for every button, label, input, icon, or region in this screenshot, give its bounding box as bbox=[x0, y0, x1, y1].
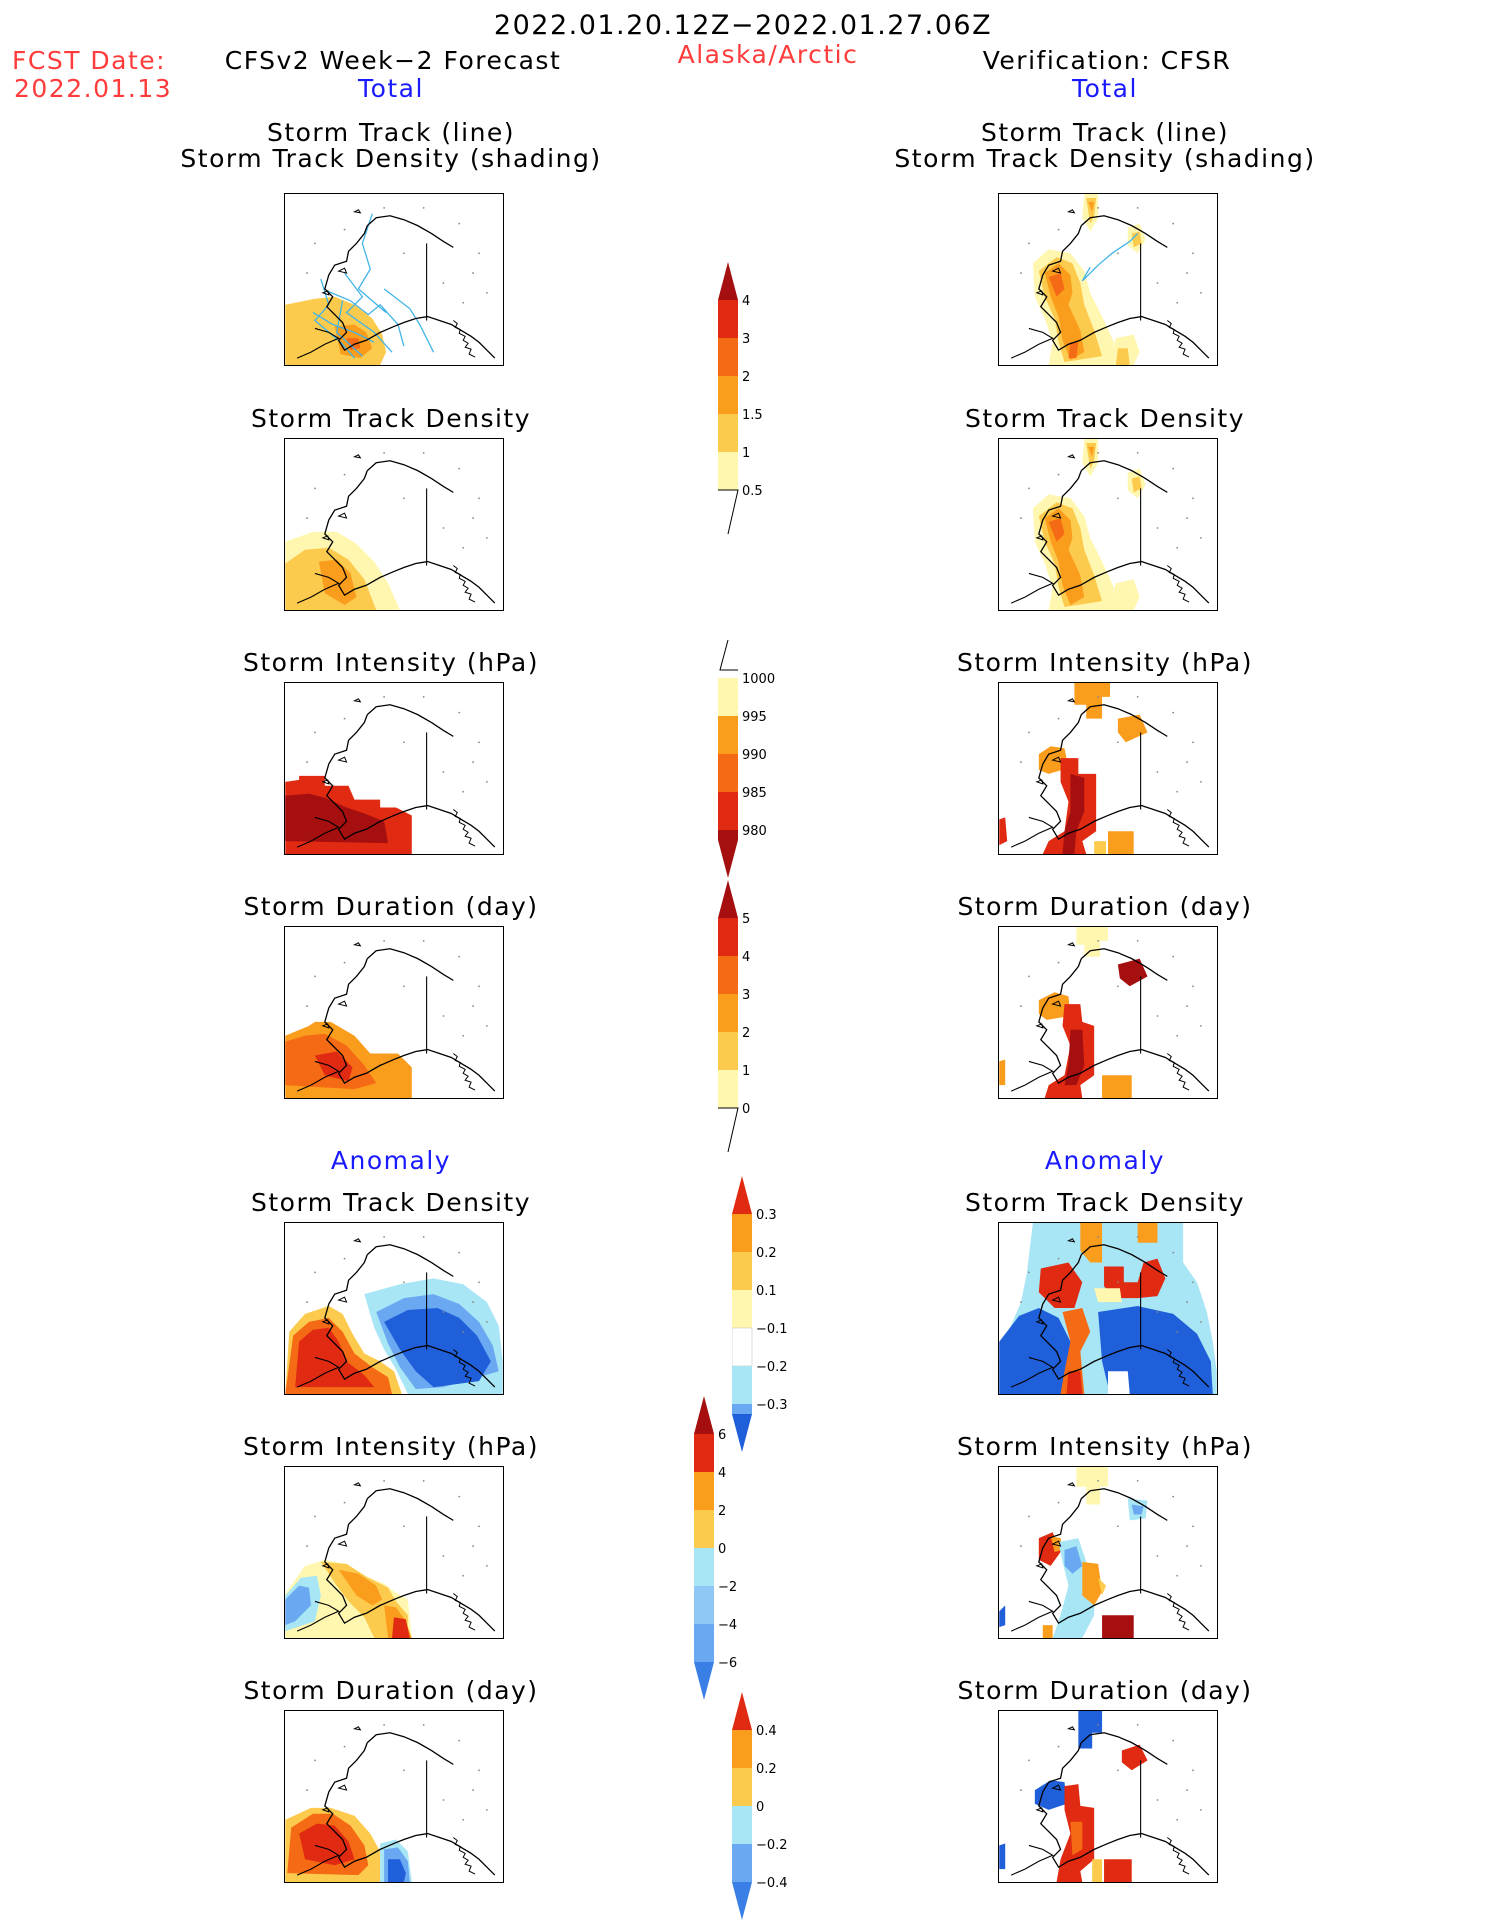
left-map-storm-track-line bbox=[284, 193, 504, 366]
left-panel1-title-shading: Storm Track Density (shading) bbox=[180, 144, 602, 173]
colorbar-duration-anomaly-tick: −0.4 bbox=[756, 1876, 788, 1891]
colorbar-intensity-anomaly: 6 4 2 0 −2 −4 −6 bbox=[694, 1396, 774, 1706]
density-anomaly-map-svg bbox=[999, 1223, 1217, 1394]
forecast-period-title: 2022.01.20.12Z−2022.01.27.06Z bbox=[493, 10, 993, 41]
colorbar-duration-tick: 2 bbox=[742, 1026, 750, 1041]
colorbar-duration-tick: 1 bbox=[742, 1064, 750, 1079]
colorbar-density-tick: 4 bbox=[742, 294, 750, 309]
left-panel2-title: Storm Track Density bbox=[250, 404, 532, 433]
intensity-map-svg bbox=[999, 683, 1210, 854]
duration-anomaly-map-svg bbox=[285, 1723, 496, 1882]
right-panel7-title: Storm Duration (day) bbox=[957, 1676, 1253, 1705]
right-panel2-title: Storm Track Density bbox=[964, 404, 1246, 433]
region-label: Alaska/Arctic bbox=[677, 40, 859, 69]
left-panel7-title: Storm Duration (day) bbox=[243, 1676, 539, 1705]
colorbar-intensity-anomaly-tick: −4 bbox=[718, 1618, 737, 1633]
colorbar-intensity-anomaly-tick: −6 bbox=[718, 1656, 737, 1671]
colorbar-density: 4 3 2 1.5 1 0.5 bbox=[718, 262, 798, 542]
fcst-date-label: FCST Date: bbox=[12, 46, 167, 75]
left-panel1-title-line: Storm Track (line) bbox=[266, 118, 516, 147]
right-panel6-title: Storm Intensity (hPa) bbox=[957, 1432, 1253, 1461]
colorbar-intensity-tick: 985 bbox=[742, 786, 767, 801]
right-panel1-title-line: Storm Track (line) bbox=[980, 118, 1230, 147]
colorbar-density-tick: 1.5 bbox=[742, 408, 763, 423]
duration-map-svg bbox=[285, 939, 496, 1098]
colorbar-duration-anomaly-tick: 0.4 bbox=[756, 1724, 777, 1739]
right-map-storm-track-line bbox=[998, 193, 1218, 366]
colorbar-intensity-tick: 995 bbox=[742, 710, 767, 725]
right-anomaly-label: Anomaly bbox=[1044, 1146, 1166, 1175]
density-anomaly-map-svg bbox=[285, 1235, 503, 1394]
left-column-title: CFSv2 Week−2 Forecast bbox=[224, 46, 562, 75]
right-total-label: Total bbox=[1072, 74, 1138, 103]
colorbar-intensity-tick: 990 bbox=[742, 748, 767, 763]
right-panel4-title: Storm Duration (day) bbox=[957, 892, 1253, 921]
colorbar-density-anomaly-tick: 0.3 bbox=[756, 1208, 777, 1223]
colorbar-duration-tick: 5 bbox=[742, 912, 750, 927]
colorbar-density-tick: 1 bbox=[742, 446, 750, 461]
density-map-svg bbox=[285, 451, 496, 610]
density-map-svg bbox=[1010, 439, 1210, 610]
colorbar-intensity-anomaly-tick: 2 bbox=[718, 1504, 726, 1519]
right-map-intensity-anomaly bbox=[998, 1466, 1218, 1639]
left-map-storm-duration bbox=[284, 926, 504, 1099]
intensity-anomaly-map-svg bbox=[285, 1479, 496, 1638]
left-panel5-title: Storm Track Density bbox=[250, 1188, 532, 1217]
right-map-duration-anomaly bbox=[998, 1710, 1218, 1883]
colorbar-duration-tick: 0 bbox=[742, 1102, 750, 1117]
left-panel4-title: Storm Duration (day) bbox=[243, 892, 539, 921]
storm-track-map-svg bbox=[1010, 194, 1210, 365]
right-panel1-title-shading: Storm Track Density (shading) bbox=[894, 144, 1316, 173]
colorbar-intensity-tick: 1000 bbox=[742, 672, 775, 687]
colorbar-density-tick: 0.5 bbox=[742, 484, 763, 499]
colorbar-density-anomaly-tick: −0.2 bbox=[756, 1360, 788, 1375]
colorbar-duration-anomaly-tick: −0.2 bbox=[756, 1838, 788, 1853]
colorbar-intensity-anomaly-tick: 6 bbox=[718, 1428, 726, 1443]
right-map-density-anomaly bbox=[998, 1222, 1218, 1395]
colorbar-density-anomaly-tick: 0.1 bbox=[756, 1284, 777, 1299]
right-map-storm-intensity bbox=[998, 682, 1218, 855]
colorbar-duration-anomaly-tick: 0 bbox=[756, 1800, 764, 1815]
left-panel6-title: Storm Intensity (hPa) bbox=[243, 1432, 539, 1461]
colorbar-duration-anomaly: 0.4 0.2 0 −0.2 −0.4 bbox=[732, 1692, 812, 1924]
colorbar-duration: 5 4 3 2 1 0 bbox=[718, 880, 798, 1160]
left-panel3-title: Storm Intensity (hPa) bbox=[243, 648, 539, 677]
colorbar-duration-tick: 4 bbox=[742, 950, 750, 965]
left-map-intensity-anomaly bbox=[284, 1466, 504, 1639]
colorbar-intensity-anomaly-tick: −2 bbox=[718, 1580, 737, 1595]
left-map-storm-track-density bbox=[284, 438, 504, 611]
right-panel5-title: Storm Track Density bbox=[964, 1188, 1246, 1217]
colorbar-intensity: 1000 995 990 985 980 bbox=[718, 640, 798, 880]
colorbar-density-anomaly-tick: −0.1 bbox=[756, 1322, 788, 1337]
right-map-storm-track-density bbox=[998, 438, 1218, 611]
right-panel3-title: Storm Intensity (hPa) bbox=[957, 648, 1253, 677]
left-map-density-anomaly bbox=[284, 1222, 504, 1395]
storm-track-map-svg bbox=[285, 206, 496, 365]
colorbar-duration-anomaly-tick: 0.2 bbox=[756, 1762, 777, 1777]
colorbar-intensity-anomaly-tick: 0 bbox=[718, 1542, 726, 1557]
colorbar-density-anomaly-tick: 0.2 bbox=[756, 1246, 777, 1261]
colorbar-density-anomaly-tick: −0.3 bbox=[756, 1398, 788, 1413]
left-map-duration-anomaly bbox=[284, 1710, 504, 1883]
fcst-date-value: 2022.01.13 bbox=[14, 74, 173, 103]
colorbar-duration-tick: 3 bbox=[742, 988, 750, 1003]
colorbar-density-tick: 2 bbox=[742, 370, 750, 385]
colorbar-intensity-anomaly-tick: 4 bbox=[718, 1466, 726, 1481]
colorbar-density-tick: 3 bbox=[742, 332, 750, 347]
duration-anomaly-map-svg bbox=[999, 1711, 1210, 1882]
duration-map-svg bbox=[999, 927, 1210, 1098]
colorbar-intensity-tick: 980 bbox=[742, 824, 767, 839]
intensity-map-svg bbox=[285, 695, 496, 854]
left-anomaly-label: Anomaly bbox=[330, 1146, 452, 1175]
colorbar-density-anomaly: 0.3 0.2 0.1 −0.1 −0.2 −0.3 bbox=[732, 1176, 812, 1456]
left-map-storm-intensity bbox=[284, 682, 504, 855]
intensity-anomaly-map-svg bbox=[999, 1467, 1210, 1638]
right-column-title: Verification: CFSR bbox=[982, 46, 1232, 75]
right-map-storm-duration bbox=[998, 926, 1218, 1099]
left-total-label: Total bbox=[358, 74, 424, 103]
